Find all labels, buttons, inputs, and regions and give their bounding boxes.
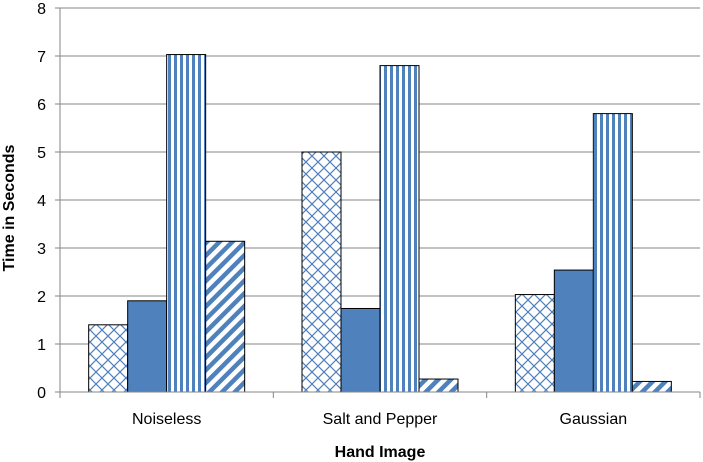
y-axis-title: Time in Seconds xyxy=(1,144,18,271)
bar-diagonal-stripes xyxy=(205,240,246,393)
bar-crosshatch xyxy=(301,151,342,393)
bar-solid xyxy=(553,269,594,393)
y-tick-label: 5 xyxy=(37,145,46,162)
y-tick-label: 1 xyxy=(37,337,46,354)
bar-diagonal-stripes xyxy=(418,378,459,393)
bars xyxy=(88,54,672,393)
y-tick-label: 7 xyxy=(37,49,46,66)
y-tick-label: 6 xyxy=(37,97,46,114)
axes xyxy=(55,7,701,398)
bar-diagonal-stripes xyxy=(631,380,672,393)
bar-vertical-stripes xyxy=(592,113,633,393)
bar-crosshatch xyxy=(88,324,129,393)
bar-solid xyxy=(340,307,381,393)
x-category-label: Noiseless xyxy=(132,411,201,428)
y-tick-label: 2 xyxy=(37,289,46,306)
x-category-label: Gaussian xyxy=(560,411,628,428)
y-tick-label: 4 xyxy=(37,193,46,210)
bar-vertical-stripes xyxy=(379,65,420,393)
bar-solid xyxy=(127,300,168,393)
bar-crosshatch xyxy=(514,294,555,393)
tick-labels: 0 1 2 3 4 5 6 7 8 Noiseless Salt and Pepper Gaussia… xyxy=(37,1,627,428)
y-tick-label: 3 xyxy=(37,241,46,258)
x-category-label: Salt and Pepper xyxy=(323,411,438,428)
y-tick-label: 0 xyxy=(37,385,46,402)
y-tick-label: 8 xyxy=(37,1,46,18)
bar-vertical-stripes xyxy=(166,54,207,393)
x-axis-title: Hand Image xyxy=(335,444,426,461)
